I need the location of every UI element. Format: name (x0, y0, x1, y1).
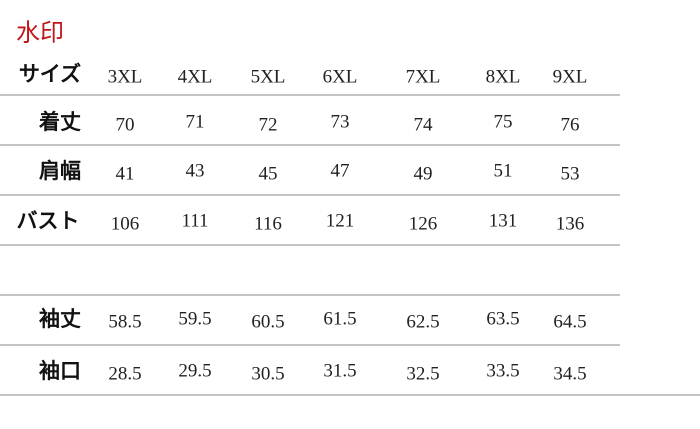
cell-value: 59.5 (178, 308, 211, 329)
size-header: 7XL (406, 66, 441, 87)
cell-value: 121 (326, 210, 355, 231)
cell-value: 41 (116, 163, 135, 184)
cell-value: 116 (254, 213, 282, 234)
cell-value: 34.5 (553, 363, 586, 384)
size-header: 9XL (553, 66, 588, 87)
cell-value: 62.5 (406, 311, 439, 332)
cell-value: 43 (186, 160, 205, 181)
cell-value: 53 (561, 163, 580, 184)
cell-value: 64.5 (553, 311, 586, 332)
cell-value: 74 (414, 114, 434, 135)
header-label: サイズ (19, 62, 81, 86)
cell-value: 131 (489, 210, 518, 231)
row-label: 肩幅 (39, 159, 81, 183)
cell-value: 32.5 (406, 363, 439, 384)
cell-value: 73 (331, 111, 350, 132)
cell-value: 45 (259, 163, 278, 184)
cell-value: 61.5 (323, 308, 356, 329)
size-header: 4XL (178, 66, 213, 87)
cell-value: 76 (561, 114, 580, 135)
cell-value: 136 (556, 213, 585, 234)
cell-value: 51 (494, 160, 513, 181)
cell-value: 71 (186, 111, 205, 132)
cell-value: 49 (414, 163, 433, 184)
cell-value: 70 (116, 114, 135, 135)
cell-value: 60.5 (251, 311, 284, 332)
size-header: 5XL (251, 66, 286, 87)
cell-value: 29.5 (178, 360, 211, 381)
cell-value: 30.5 (251, 363, 284, 384)
cell-value: 106 (111, 213, 140, 234)
cell-value: 72 (259, 114, 278, 135)
cell-value: 111 (181, 210, 208, 231)
cell-value: 33.5 (486, 360, 519, 381)
cell-value: 31.5 (323, 360, 356, 381)
row-label: 着丈 (38, 110, 81, 134)
cell-value: 58.5 (108, 311, 141, 332)
size-header: 8XL (486, 66, 521, 87)
size-header: 6XL (323, 66, 358, 87)
watermark: 水印 (16, 19, 64, 47)
cell-value: 47 (331, 160, 350, 181)
cell-value: 75 (494, 111, 513, 132)
row-label: 袖口 (39, 359, 81, 383)
row-label: 袖丈 (39, 307, 81, 331)
size-header: 3XL (108, 66, 143, 87)
cell-value: 126 (409, 213, 438, 234)
cell-value: 63.5 (486, 308, 519, 329)
row-label: バスト (17, 209, 80, 233)
cell-value: 28.5 (108, 363, 141, 384)
